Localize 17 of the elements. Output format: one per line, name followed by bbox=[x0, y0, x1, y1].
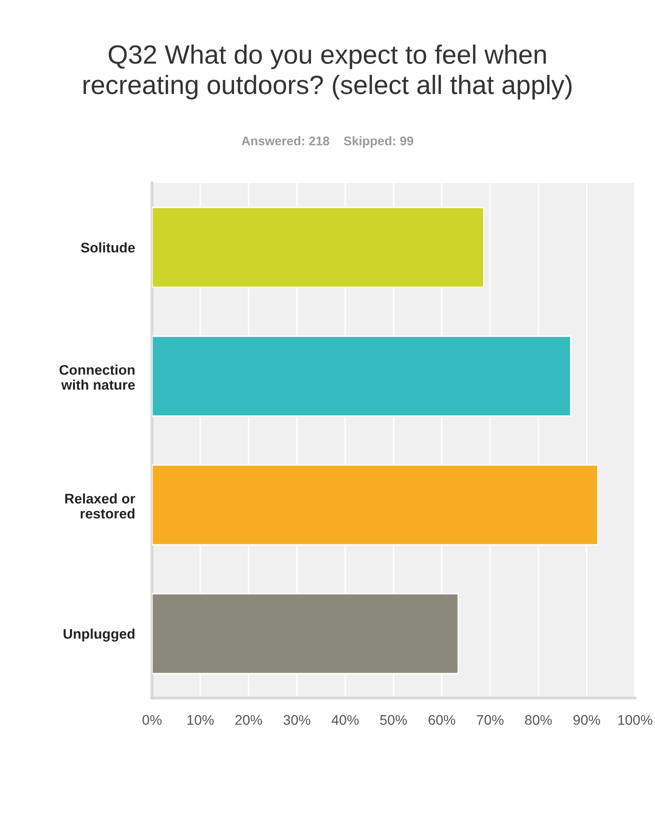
chart-title: Q32 What do you expect to feel when recreating outdoors? (select all that apply) bbox=[84, 44, 572, 100]
x-tick-label: 10% bbox=[187, 715, 214, 725]
x-tick-label: 0% bbox=[142, 715, 162, 725]
y-tick-label: Relaxed or restored bbox=[65, 493, 136, 519]
y-tick-label: Unplugged bbox=[64, 628, 134, 642]
x-tick-label: 70% bbox=[476, 715, 504, 725]
x-tick-label: 50% bbox=[380, 715, 407, 725]
y-tick-label: Solitude bbox=[80, 242, 135, 253]
x-tick-label: 80% bbox=[525, 715, 552, 725]
chart-subtitle: Answered: 218 Skipped: 99 bbox=[242, 136, 414, 148]
x-tick-label: 20% bbox=[235, 715, 262, 725]
x-tick-label: 90% bbox=[573, 715, 600, 725]
x-tick-label: 30% bbox=[284, 715, 310, 725]
x-tick-label: 60% bbox=[428, 715, 456, 725]
x-tick-label: 40% bbox=[332, 715, 359, 725]
y-tick-label: Connection with nature bbox=[60, 364, 135, 390]
x-tick-label: 100% bbox=[618, 715, 652, 725]
